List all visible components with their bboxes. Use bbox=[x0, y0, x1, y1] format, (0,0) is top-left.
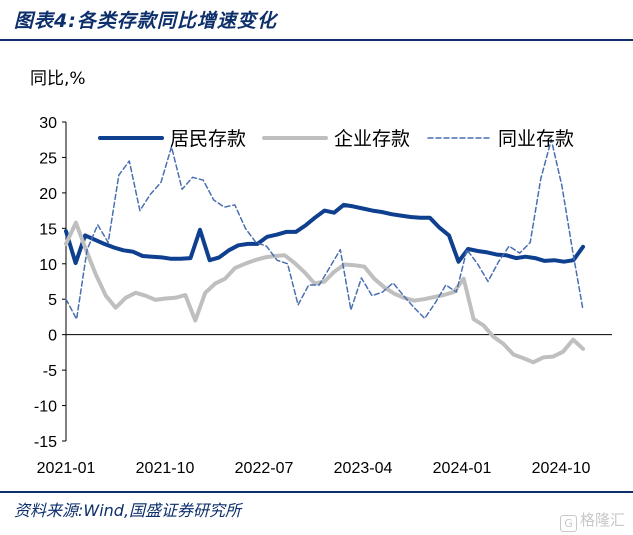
x-tick-label: 2022-07 bbox=[235, 460, 294, 477]
watermark: G 格隆汇 bbox=[559, 509, 625, 532]
legend-label-3: 同业存款 bbox=[498, 128, 574, 150]
x-tick-label: 2024-10 bbox=[532, 460, 591, 477]
series-line-3 bbox=[65, 138, 584, 320]
series-line-2 bbox=[64, 220, 585, 365]
y-unit-label: 同比,% bbox=[30, 69, 86, 89]
x-tick-label: 2021-01 bbox=[37, 460, 96, 477]
header-rule bbox=[0, 39, 633, 41]
line-chart: 30 25 20 15 10 5 0 -5 -10 -15 2021-01 2021-10 2022-0… bbox=[34, 115, 612, 477]
y-tick-label: -5 bbox=[43, 363, 57, 380]
source-note: 资料来源:Wind,国盛证券研究所 bbox=[14, 501, 242, 520]
legend-label-2: 企业存款 bbox=[334, 128, 410, 150]
y-tick-label: 0 bbox=[48, 328, 57, 345]
x-tick-label: 2021-10 bbox=[136, 460, 195, 477]
watermark-logo-icon: G bbox=[559, 515, 577, 532]
legend-label-1: 居民存款 bbox=[170, 128, 246, 150]
y-tick-label: 25 bbox=[39, 150, 57, 167]
y-tick-label: -15 bbox=[34, 434, 57, 451]
figure-title: 图表4:各类存款同比增速变化 bbox=[14, 10, 277, 32]
footer-rule bbox=[0, 491, 633, 493]
x-tick-label: 2024-01 bbox=[433, 460, 492, 477]
y-tick-label: 30 bbox=[39, 115, 57, 132]
y-tick-label: -10 bbox=[34, 399, 57, 416]
y-tick-label: 5 bbox=[48, 292, 57, 309]
y-tick-label: 15 bbox=[39, 221, 57, 238]
watermark-text: 格隆汇 bbox=[579, 511, 625, 529]
y-tick-label: 20 bbox=[39, 186, 57, 203]
x-tick-label: 2023-04 bbox=[334, 460, 393, 477]
series-line-1 bbox=[64, 202, 585, 266]
y-tick-label: 10 bbox=[39, 257, 57, 274]
